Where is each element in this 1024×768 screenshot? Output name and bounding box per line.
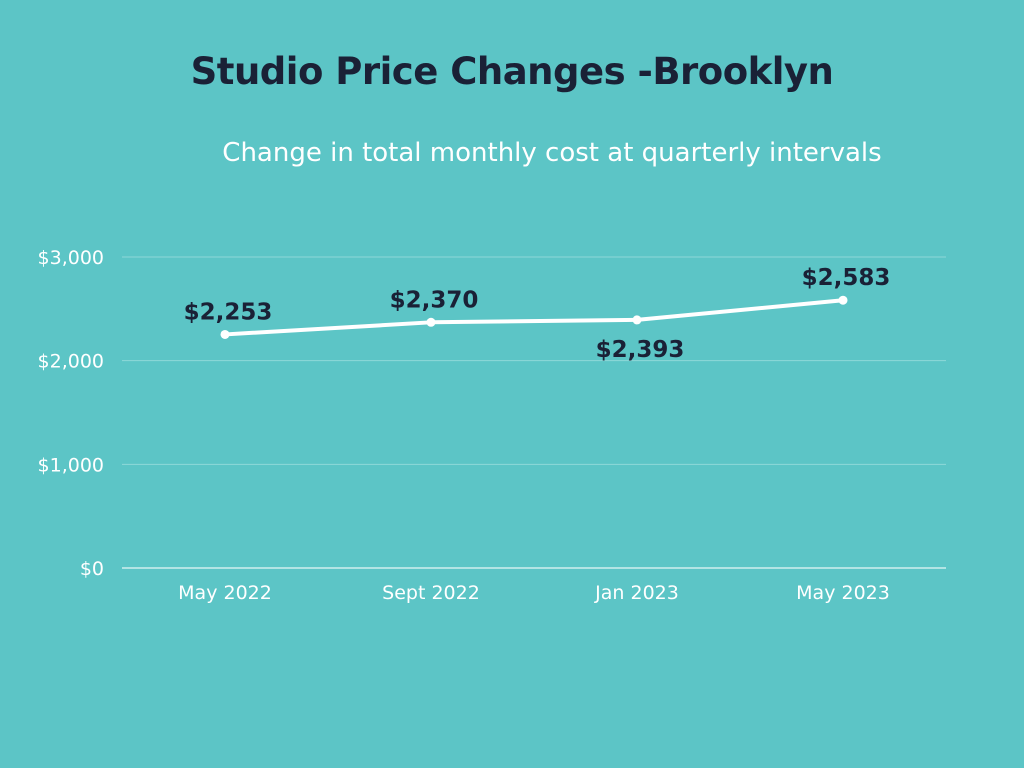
data-label: $2,370 [390, 287, 479, 313]
x-tick-label: May 2023 [796, 582, 890, 604]
data-point [220, 329, 230, 339]
series-line [223, 298, 845, 337]
series-layer [220, 295, 848, 339]
data-point [632, 315, 642, 325]
data-labels: $2,253 $2,370 $2,393 $2,583 [184, 265, 891, 363]
y-axis-ticks: $0 $1,000 $2,000 $3,000 [38, 247, 104, 580]
x-tick-label: Sept 2022 [382, 582, 480, 604]
y-tick-label: $1,000 [38, 454, 104, 476]
chart-title: Studio Price Changes -Brooklyn [190, 50, 834, 93]
x-tick-label: Jan 2023 [594, 582, 679, 604]
data-label: $2,253 [184, 299, 273, 325]
data-label: $2,583 [802, 265, 891, 291]
data-point [426, 317, 436, 327]
chart-subtitle: Change in total monthly cost at quarterl… [222, 138, 882, 168]
x-axis-ticks: May 2022 Sept 2022 Jan 2023 May 2023 [178, 582, 890, 604]
x-tick-label: May 2022 [178, 582, 272, 604]
y-tick-label: $2,000 [38, 351, 104, 373]
y-tick-label: $3,000 [38, 247, 104, 269]
grid-lines [122, 256, 946, 569]
y-tick-label: $0 [80, 558, 104, 580]
data-point [838, 295, 848, 305]
data-label: $2,393 [596, 337, 685, 363]
